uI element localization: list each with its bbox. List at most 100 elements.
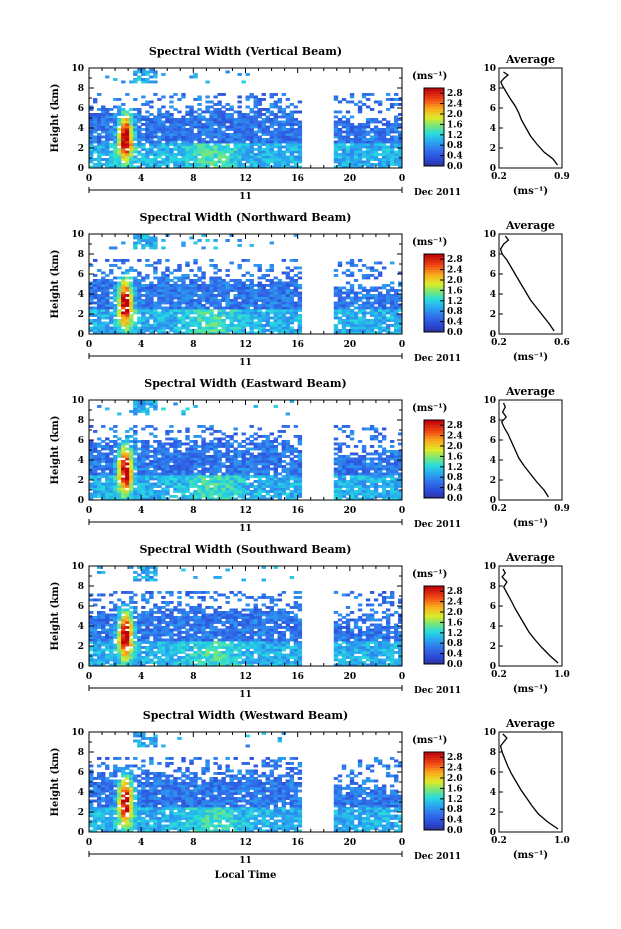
heatmap-cell — [213, 447, 218, 451]
heatmap-cell — [201, 455, 206, 458]
heatmap-cell — [157, 281, 162, 285]
heatmap-cell — [333, 495, 339, 498]
heatmap-cell — [297, 306, 303, 310]
heatmap-cell — [169, 125, 174, 129]
heatmap-cell — [201, 442, 206, 446]
heatmap-cell — [113, 289, 118, 292]
heatmap-cell — [341, 430, 347, 433]
heatmap-cell — [165, 274, 170, 277]
heatmap-cell — [153, 284, 158, 287]
heatmap-cell — [293, 309, 299, 312]
heatmap-cell — [153, 457, 158, 461]
heatmap-cell — [133, 236, 138, 240]
heatmap-cell — [133, 497, 138, 501]
heatmap-cell — [237, 120, 242, 124]
heatmap-cell — [97, 467, 102, 471]
heatmap-cell — [337, 261, 343, 265]
heatmap-cell — [89, 281, 94, 285]
heatmap-cell — [209, 490, 214, 493]
profile-title: Average — [505, 53, 555, 66]
heatmap-cell — [261, 465, 266, 468]
heatmap-cell — [233, 432, 238, 436]
heatmap-cell — [189, 284, 194, 287]
heatmap-cell — [129, 440, 134, 443]
heatmap-cell — [125, 482, 130, 486]
heatmap-cell — [285, 306, 291, 310]
heatmap-cell — [161, 306, 166, 310]
heatmap-cell — [337, 123, 343, 126]
heatmap-cell — [93, 445, 98, 448]
heatmap-cell — [333, 437, 339, 441]
heatmap-cell — [385, 460, 391, 463]
heatmap-cell — [201, 452, 206, 456]
heatmap-cell — [381, 485, 387, 488]
heatmap-cell — [333, 135, 339, 139]
heatmap-cell — [365, 143, 371, 146]
heatmap-cell — [185, 450, 190, 453]
heatmap-cell — [333, 485, 339, 488]
heatmap-cell — [201, 430, 206, 433]
heatmap-cell — [201, 467, 206, 471]
colorbar-segment — [424, 111, 444, 115]
heatmap-cell — [205, 480, 210, 483]
heatmap-cell — [109, 460, 114, 463]
heatmap-cell — [125, 125, 130, 129]
heatmap-cell — [281, 445, 287, 448]
heatmap-cell — [357, 140, 363, 144]
heatmap-cell — [345, 319, 351, 322]
heatmap-cell — [193, 75, 198, 79]
heatmap-cell — [385, 301, 391, 305]
heatmap-cell — [213, 140, 218, 144]
heatmap-cell — [181, 276, 186, 280]
heatmap-cell — [153, 236, 158, 240]
heatmap-cell — [161, 319, 166, 322]
heatmap-cell — [253, 470, 258, 473]
heatmap-cell — [125, 150, 130, 154]
heatmap-cell — [337, 467, 343, 471]
heatmap-cell — [293, 155, 299, 159]
heatmap-cell — [165, 163, 170, 166]
heatmap-cell — [89, 125, 94, 129]
heatmap-cell — [165, 467, 170, 471]
heatmap-cell — [209, 460, 214, 463]
heatmap-cell — [289, 284, 295, 287]
heatmap-cell — [237, 460, 242, 463]
y-tick-label: 10 — [71, 64, 84, 74]
heatmap-cell — [269, 289, 274, 292]
heatmap-cell — [273, 281, 278, 285]
heatmap-cell — [209, 153, 214, 156]
heatmap-cell — [149, 123, 154, 126]
heatmap-cell — [389, 125, 395, 129]
heatmap-cell — [393, 123, 399, 126]
heatmap-cell — [177, 120, 182, 124]
heatmap-cell — [381, 435, 387, 438]
heatmap-cell — [93, 477, 98, 481]
heatmap-cell — [345, 125, 351, 129]
heatmap-cell — [213, 482, 218, 486]
heatmap-cell — [249, 435, 254, 438]
heatmap-cell — [341, 329, 347, 332]
heatmap-cell — [217, 487, 222, 491]
heatmap-cell — [217, 452, 222, 456]
heatmap-cell — [357, 460, 363, 463]
heatmap-cell — [177, 487, 182, 491]
heatmap-cell — [97, 326, 102, 330]
heatmap-cell — [353, 133, 359, 136]
heatmap-cell — [157, 460, 162, 463]
heatmap-cell — [133, 120, 138, 124]
heatmap-cell — [161, 465, 166, 468]
heatmap-cell — [257, 447, 262, 451]
colorbar-tick-label: 2.8 — [447, 89, 463, 99]
heatmap-cell — [353, 294, 359, 297]
heatmap-cell — [173, 442, 178, 446]
heatmap-cell — [357, 440, 363, 443]
heatmap-cell — [397, 495, 403, 498]
heatmap-cell — [357, 497, 363, 501]
heatmap-cell — [189, 331, 194, 335]
heatmap-cell — [269, 326, 274, 330]
heatmap-cell — [185, 301, 190, 305]
heatmap-cell — [213, 276, 218, 280]
heatmap-cell — [333, 324, 339, 327]
heatmap-cell — [113, 460, 118, 463]
colorbar-segment — [424, 308, 444, 312]
